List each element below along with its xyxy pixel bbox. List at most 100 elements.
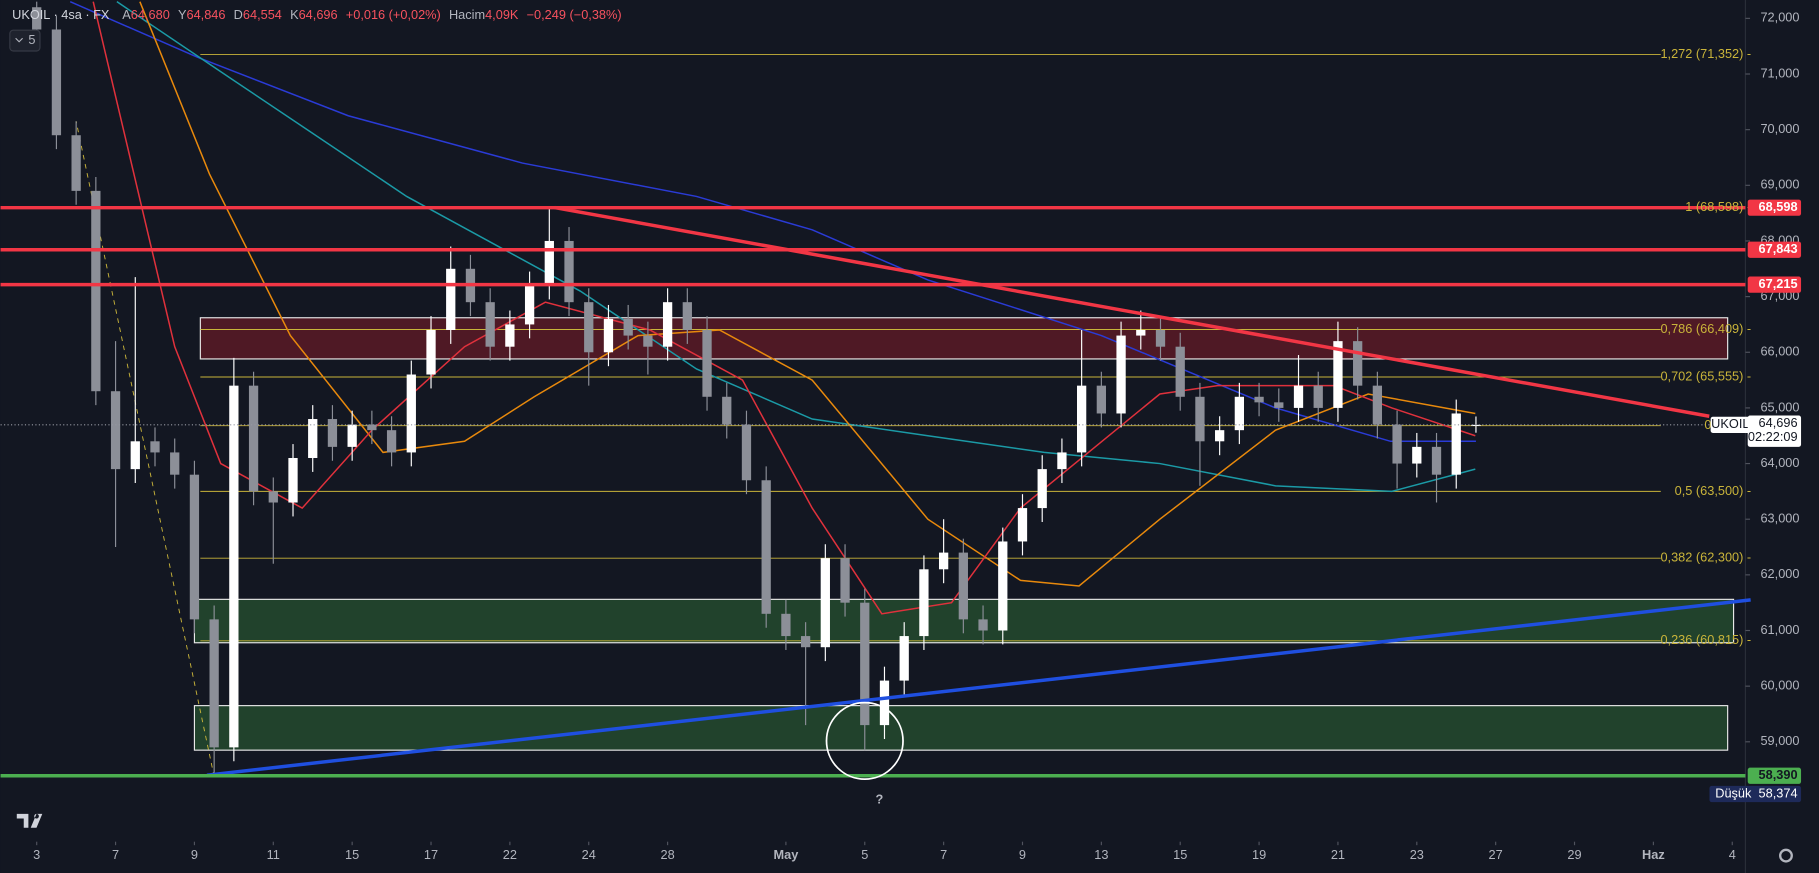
candle-body <box>1412 446 1422 464</box>
y-tick-label: 62,000 <box>1760 566 1799 581</box>
candle-body <box>722 396 732 425</box>
candle-body <box>1057 452 1067 470</box>
candle-body <box>1333 341 1343 408</box>
candle-body <box>1175 346 1185 397</box>
ohlc-label: K <box>290 8 299 23</box>
ohlc-value: 64,554 <box>243 8 282 23</box>
y-tick-label: 64,000 <box>1760 455 1799 470</box>
settings-icon[interactable] <box>1779 848 1793 863</box>
price-badge-label: 67,215 <box>1759 276 1798 291</box>
candle-body <box>268 491 278 503</box>
candle-body <box>623 318 633 336</box>
candle-body <box>662 302 673 347</box>
candle-body <box>505 324 515 347</box>
tradingview-logo <box>16 813 43 828</box>
ohlc-label: D <box>234 8 243 23</box>
price-badge-label: 67,843 <box>1759 241 1798 256</box>
candle-body <box>1037 469 1047 509</box>
candle-body <box>1155 330 1166 347</box>
y-tick-label: 69,000 <box>1760 177 1799 192</box>
symbol: UKOIL · 4sa · FX <box>12 8 110 23</box>
candle-body <box>386 430 397 453</box>
y-tick-label: 61,000 <box>1760 622 1799 637</box>
candle-body <box>1195 396 1205 442</box>
ohlc-label: A <box>122 8 131 23</box>
candle-body <box>643 335 653 347</box>
candle-body <box>860 602 870 726</box>
last-price-label: 64,696 <box>1759 415 1798 430</box>
symbol-badge <box>1710 416 1751 433</box>
candle-body <box>938 552 949 570</box>
y-tick-label: 72,000 <box>1760 10 1799 25</box>
candle-body <box>288 457 298 503</box>
candle-body <box>1274 402 1284 408</box>
x-tick-label: 28 <box>661 847 675 862</box>
x-tick-label: May <box>773 847 799 862</box>
volume: 4,09K <box>485 8 519 23</box>
candle-body <box>248 385 259 492</box>
candle-body <box>603 318 614 353</box>
price-badge <box>1747 276 1802 293</box>
y-tick-label: 59,000 <box>1760 733 1799 748</box>
ohlc-value: 64,846 <box>187 8 226 23</box>
x-tick-label: 9 <box>1019 847 1026 862</box>
header: UKOIL · 4sa · FX A64,680 Y64,846 D64,554… <box>12 8 621 23</box>
x-tick-label: 3 <box>33 847 40 862</box>
candle-body <box>958 552 968 620</box>
y-tick-label: 71,000 <box>1760 65 1799 80</box>
x-tick-label: 7 <box>112 847 119 862</box>
x-tick-label: Haz <box>1642 847 1665 862</box>
candle-body <box>209 619 219 748</box>
candle-body <box>189 474 200 620</box>
fib-label: 1,272 (71,352) - <box>1660 46 1751 61</box>
price-badge <box>1747 199 1802 216</box>
fib-label: 0,702 (65,555) - <box>1660 368 1751 383</box>
candle-body <box>406 374 416 453</box>
candle-body <box>1116 335 1126 414</box>
candle-body <box>761 480 771 614</box>
y-tick-label: 70,000 <box>1760 121 1799 136</box>
candle-body <box>1431 446 1442 475</box>
fib-label: 0,382 (62,300) - <box>1660 550 1751 565</box>
indicator-toggle[interactable] <box>9 29 41 52</box>
ohlc-value: 64,680 <box>131 8 170 23</box>
moving-average <box>139 1 1476 587</box>
candle-body <box>702 330 712 397</box>
candle-body <box>800 636 811 648</box>
x-tick-label: 9 <box>191 847 198 862</box>
x-tick-label: 11 <box>267 847 280 862</box>
candle-body <box>130 441 140 470</box>
x-tick-label: 27 <box>1489 847 1503 862</box>
x-tick-label: 21 <box>1331 847 1345 862</box>
candle-body <box>170 452 180 475</box>
y-tick-label: 63,000 <box>1760 511 1799 526</box>
candle-body <box>1017 508 1028 542</box>
candle-body <box>840 558 850 603</box>
chevron-icon <box>15 37 23 43</box>
x-tick-label: 23 <box>1410 847 1424 862</box>
moving-average <box>92 1 1476 615</box>
x-tick-label: 29 <box>1567 847 1581 862</box>
candle-body <box>1077 385 1087 453</box>
candle-body <box>524 285 535 325</box>
candle-body <box>1353 341 1363 386</box>
candle-body <box>229 385 239 748</box>
x-tick-label: 5 <box>861 847 868 862</box>
price-badge <box>1747 241 1802 258</box>
y-tick-label: 60,000 <box>1760 678 1799 693</box>
candle-body <box>51 29 62 136</box>
x-tick-label: 17 <box>424 847 438 862</box>
indicator-count: 5 <box>28 32 35 47</box>
ohlc-value: 64,696 <box>299 8 338 23</box>
x-tick-label: 15 <box>1173 847 1187 862</box>
candle-body <box>682 302 692 331</box>
symbol-badge-label: UKOIL <box>1711 416 1749 431</box>
candle-body <box>919 569 929 637</box>
candle-body <box>820 558 830 648</box>
x-tick-label: 19 <box>1252 847 1266 862</box>
price-badge-label: 58,390 <box>1759 767 1798 782</box>
x-tick-label: 15 <box>345 847 359 862</box>
candle-body <box>110 391 121 470</box>
candle-body <box>544 240 554 286</box>
